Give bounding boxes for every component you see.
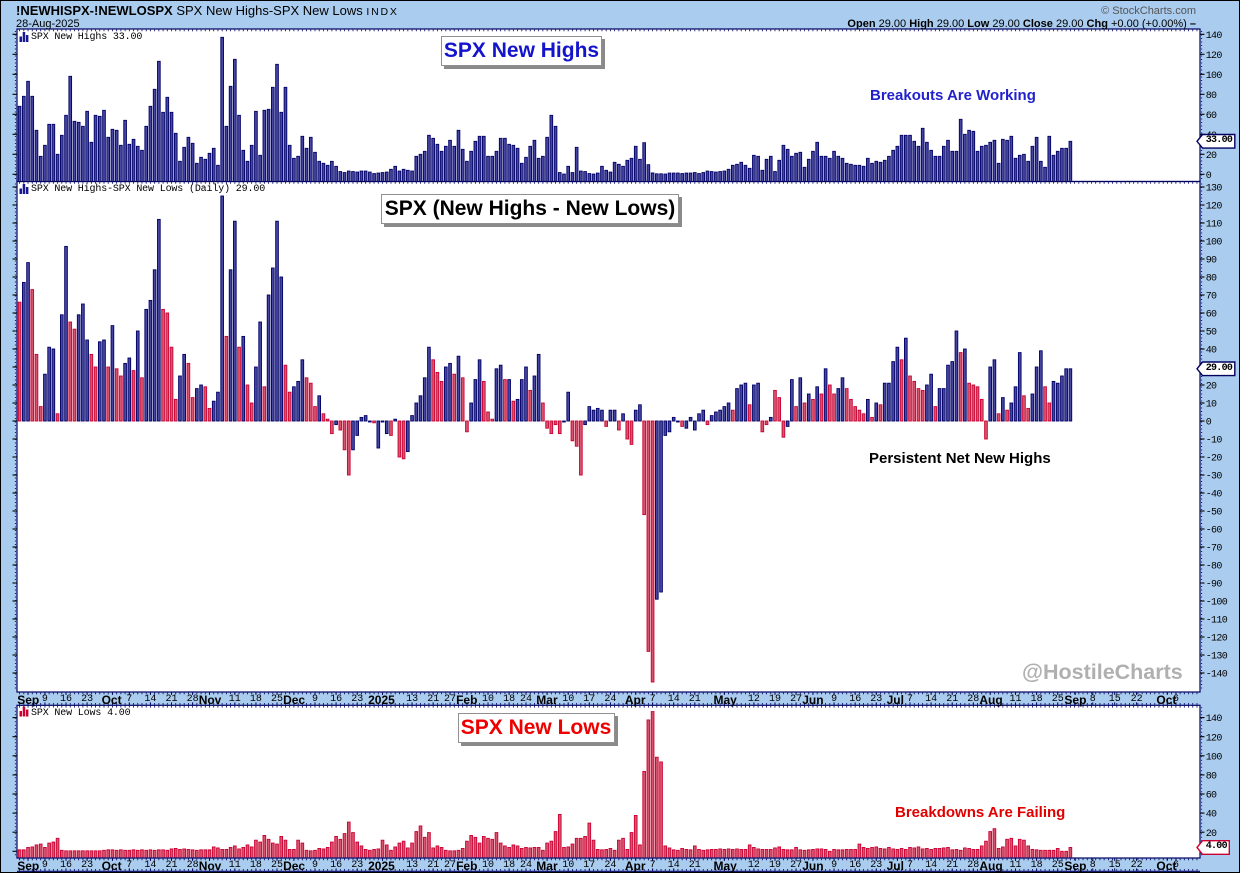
- svg-text:60: 60: [1206, 310, 1217, 321]
- svg-text:40: 40: [1206, 810, 1217, 821]
- svg-text:90: 90: [1206, 256, 1217, 267]
- svg-text:100: 100: [1206, 238, 1223, 249]
- svg-text:130: 130: [1206, 184, 1223, 195]
- svg-text:-120: -120: [1206, 634, 1228, 645]
- svg-text:20: 20: [1206, 829, 1217, 840]
- svg-text:100: 100: [1206, 752, 1223, 763]
- svg-text:140: 140: [1206, 714, 1223, 725]
- svg-text:80: 80: [1206, 772, 1217, 783]
- svg-text:80: 80: [1206, 91, 1217, 102]
- svg-text:120: 120: [1206, 733, 1223, 744]
- svg-text:20: 20: [1206, 151, 1217, 162]
- svg-text:110: 110: [1206, 220, 1223, 231]
- svg-text:-130: -130: [1206, 652, 1228, 663]
- svg-text:10: 10: [1206, 400, 1217, 411]
- svg-text:-50: -50: [1206, 508, 1223, 519]
- svg-text:40: 40: [1206, 346, 1217, 357]
- svg-text:-100: -100: [1206, 598, 1228, 609]
- svg-text:-20: -20: [1206, 454, 1223, 465]
- svg-text:60: 60: [1206, 791, 1217, 802]
- svg-text:-110: -110: [1206, 616, 1228, 627]
- svg-text:-90: -90: [1206, 580, 1223, 591]
- svg-text:-60: -60: [1206, 526, 1223, 537]
- svg-text:-10: -10: [1206, 436, 1223, 447]
- svg-text:-30: -30: [1206, 472, 1223, 483]
- svg-text:-140: -140: [1206, 670, 1228, 681]
- svg-text:70: 70: [1206, 292, 1217, 303]
- svg-text:-80: -80: [1206, 562, 1223, 573]
- svg-text:60: 60: [1206, 111, 1217, 122]
- svg-text:-70: -70: [1206, 544, 1223, 555]
- svg-text:120: 120: [1206, 202, 1223, 213]
- svg-text:0: 0: [1206, 418, 1212, 429]
- svg-text:-40: -40: [1206, 490, 1223, 501]
- svg-text:50: 50: [1206, 328, 1217, 339]
- svg-text:0: 0: [1206, 171, 1212, 182]
- svg-text:120: 120: [1206, 51, 1223, 62]
- svg-text:100: 100: [1206, 71, 1223, 82]
- svg-text:140: 140: [1206, 31, 1223, 42]
- svg-text:20: 20: [1206, 382, 1217, 393]
- svg-text:80: 80: [1206, 274, 1217, 285]
